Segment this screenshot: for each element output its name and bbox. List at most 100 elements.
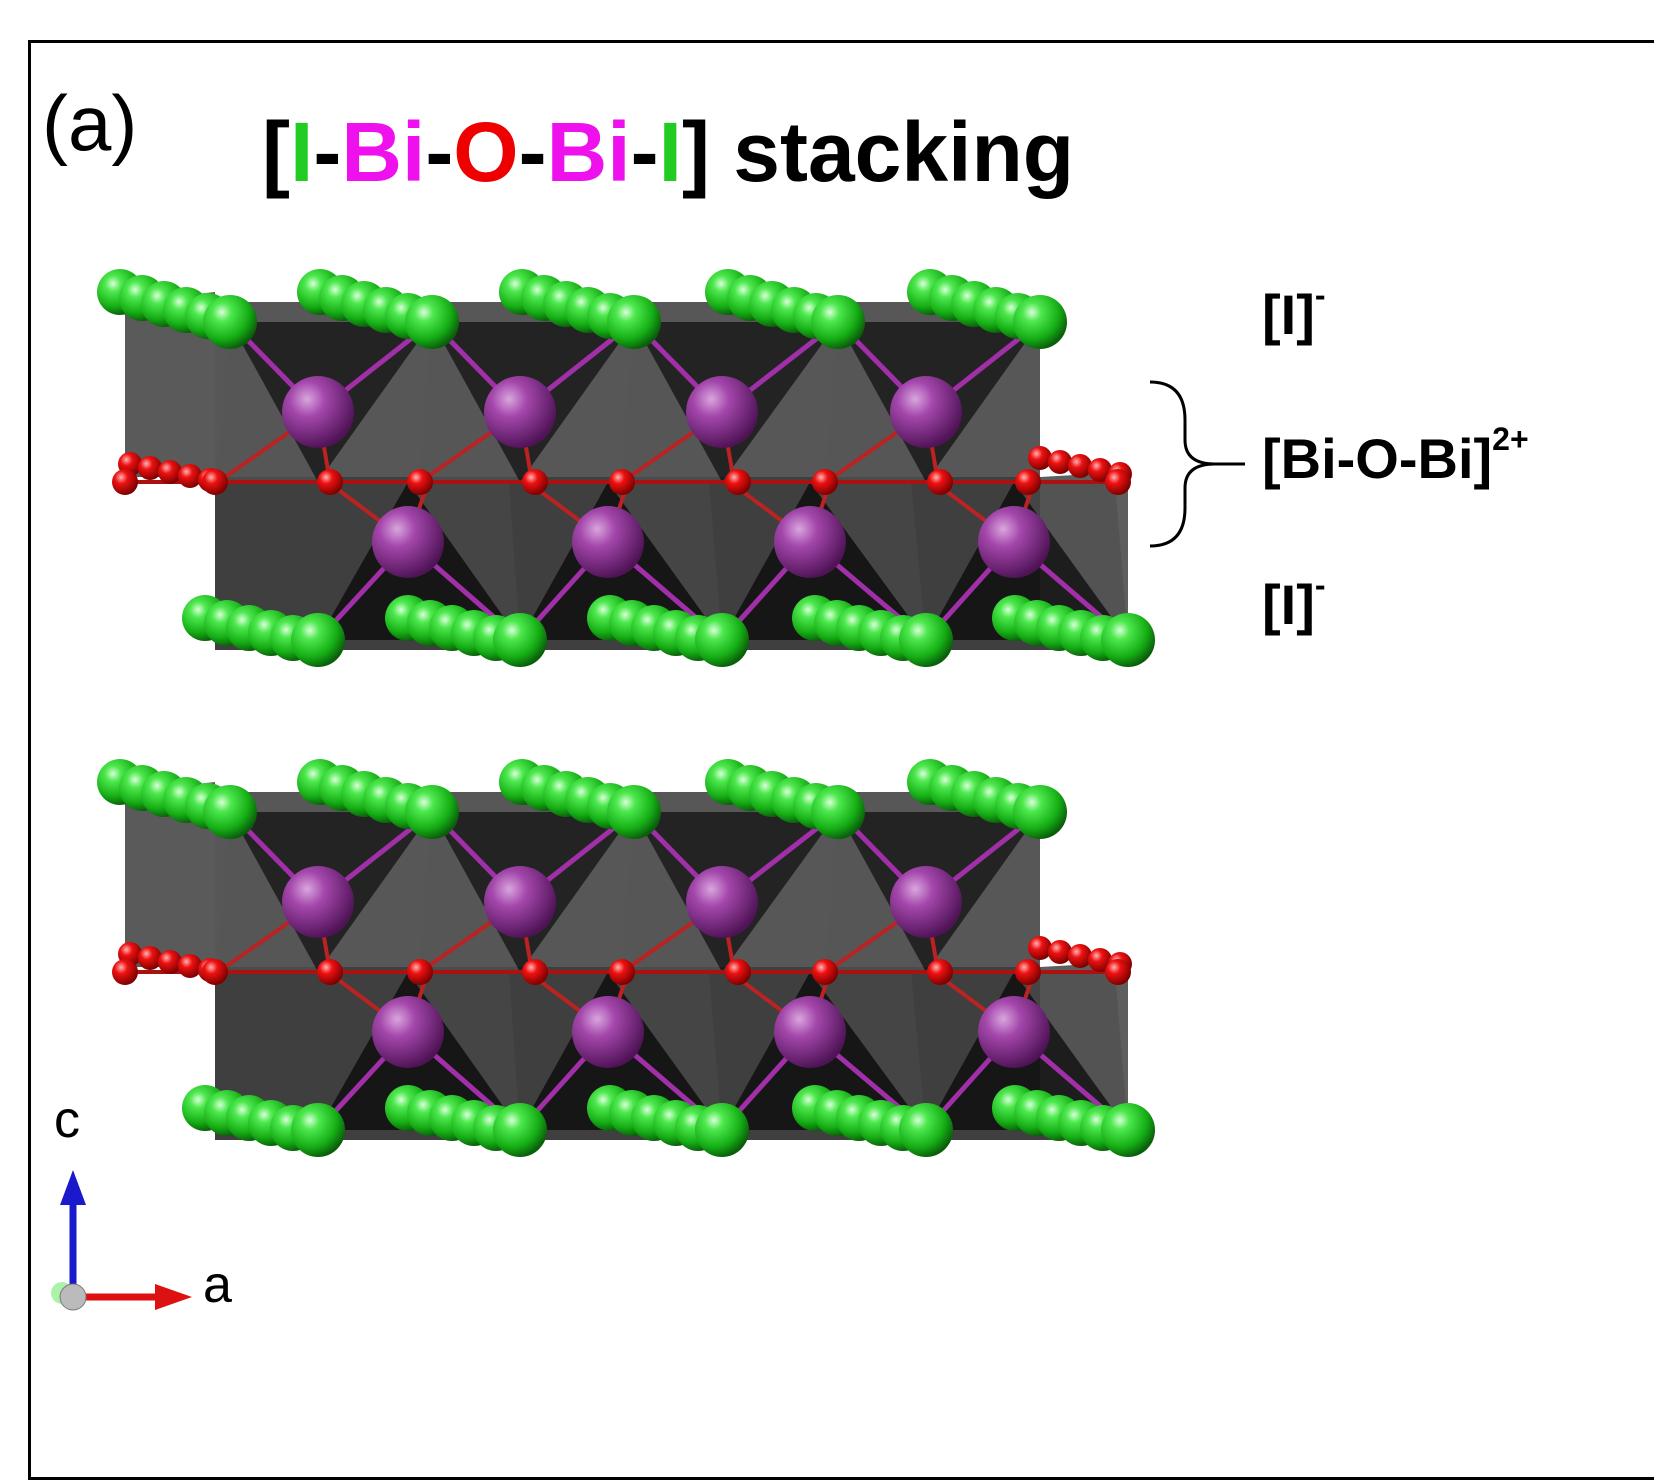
octahedron-face <box>825 812 926 972</box>
title-part: - <box>630 105 659 199</box>
oxygen-atom <box>1088 458 1112 482</box>
oxygen-atom <box>927 959 953 985</box>
oxygen-atom <box>1068 454 1092 478</box>
oxygen-atom <box>407 959 433 985</box>
iodine-atom <box>493 613 547 667</box>
c-axis-label: c <box>54 1091 80 1149</box>
title-part: I <box>658 105 682 199</box>
title-part: ] stacking <box>681 105 1075 199</box>
oxygen-atom <box>1028 936 1052 960</box>
bismuth-atom <box>774 996 846 1068</box>
oxygen-atom <box>522 959 548 985</box>
title-part: [ <box>262 105 290 199</box>
iodine-atom <box>695 613 749 667</box>
iodine-atom <box>203 295 257 349</box>
iodine-atom <box>405 295 459 349</box>
bismuth-atom <box>686 866 758 938</box>
iodine-atom <box>607 785 661 839</box>
oxygen-atom <box>202 469 228 495</box>
iodine-atom <box>811 785 865 839</box>
oxygen-atom <box>1015 959 1041 985</box>
oxygen-atom <box>317 959 343 985</box>
oxygen-atom <box>158 950 182 974</box>
bismuth-atom <box>282 376 354 448</box>
oxygen-atom <box>1028 446 1052 470</box>
figure-title: [I-Bi-O-Bi-I] stacking <box>262 104 1074 201</box>
oxygen-atom <box>725 959 751 985</box>
iodine-atom <box>1013 785 1067 839</box>
oxygen-atom <box>1105 959 1131 985</box>
oxygen-atom <box>812 959 838 985</box>
structure-layer <box>97 269 1155 667</box>
bismuth-atom <box>484 376 556 448</box>
oxygen-atom <box>725 469 751 495</box>
layer-label-bottom-iodide: [I]- <box>1262 567 1326 636</box>
iodine-atom <box>405 785 459 839</box>
oxygen-atom <box>138 456 162 480</box>
oxygen-atom <box>812 469 838 495</box>
title-part: - <box>313 105 342 199</box>
octahedron-face <box>217 322 318 482</box>
oxygen-atom <box>178 954 202 978</box>
c-axis-arrowhead-icon <box>60 1170 86 1205</box>
iodine-atom <box>1013 295 1067 349</box>
axis-indicator <box>51 1170 192 1311</box>
octahedron-face <box>217 812 318 972</box>
title-part: Bi <box>546 105 631 199</box>
bismuth-atom <box>686 376 758 448</box>
title-part: - <box>425 105 454 199</box>
oxygen-atom <box>202 959 228 985</box>
title-part: - <box>518 105 547 199</box>
structure-layer <box>97 759 1155 1157</box>
iodine-atom <box>695 1103 749 1157</box>
iodine-atom <box>291 613 345 667</box>
oxygen-atom <box>1015 469 1041 495</box>
oxygen-atom <box>138 946 162 970</box>
slab-side-face <box>125 782 215 967</box>
iodine-atom <box>493 1103 547 1157</box>
iodine-atom <box>899 1103 953 1157</box>
oxygen-atom <box>407 469 433 495</box>
oxygen-atom <box>522 469 548 495</box>
bismuth-atom <box>282 866 354 938</box>
panel-label: (a) <box>42 79 138 167</box>
oxygen-atom <box>609 469 635 495</box>
iodine-atom <box>811 295 865 349</box>
oxygen-atom <box>1088 948 1112 972</box>
iodine-atom <box>1101 1103 1155 1157</box>
a-axis-label: a <box>203 1256 232 1314</box>
bismuth-atom <box>484 866 556 938</box>
oxygen-atom <box>1048 940 1072 964</box>
iodine-atom <box>291 1103 345 1157</box>
axis-origin <box>59 1283 87 1311</box>
iodine-atom <box>607 295 661 349</box>
curly-brace-icon <box>1149 380 1216 548</box>
layer-label-bismuth-oxide: [Bi-O-Bi]2+ <box>1262 421 1529 490</box>
oxygen-atom <box>1105 469 1131 495</box>
title-part: I <box>289 105 314 199</box>
oxygen-atom <box>609 959 635 985</box>
bismuth-atom <box>978 506 1050 578</box>
oxygen-atom <box>1048 450 1072 474</box>
bismuth-atom <box>774 506 846 578</box>
octahedron-face <box>419 812 520 972</box>
bismuth-atom <box>978 996 1050 1068</box>
layers-group <box>97 269 1155 1157</box>
oxygen-atom <box>158 460 182 484</box>
bismuth-atom <box>890 376 962 448</box>
title-part: O <box>453 105 519 199</box>
octahedron-face <box>621 812 722 972</box>
layer-label-top-iodide: [I]- <box>1262 277 1326 346</box>
bismuth-atom <box>372 996 444 1068</box>
bismuth-atom <box>372 506 444 578</box>
iodine-atom <box>899 613 953 667</box>
octahedron-face <box>621 322 722 482</box>
iodine-atom <box>1101 613 1155 667</box>
oxygen-atom <box>317 469 343 495</box>
oxygen-atom <box>112 959 138 985</box>
oxygen-atom <box>927 469 953 495</box>
octahedron-face <box>825 322 926 482</box>
oxygen-atom <box>1068 944 1092 968</box>
slab-side-face <box>125 292 215 477</box>
